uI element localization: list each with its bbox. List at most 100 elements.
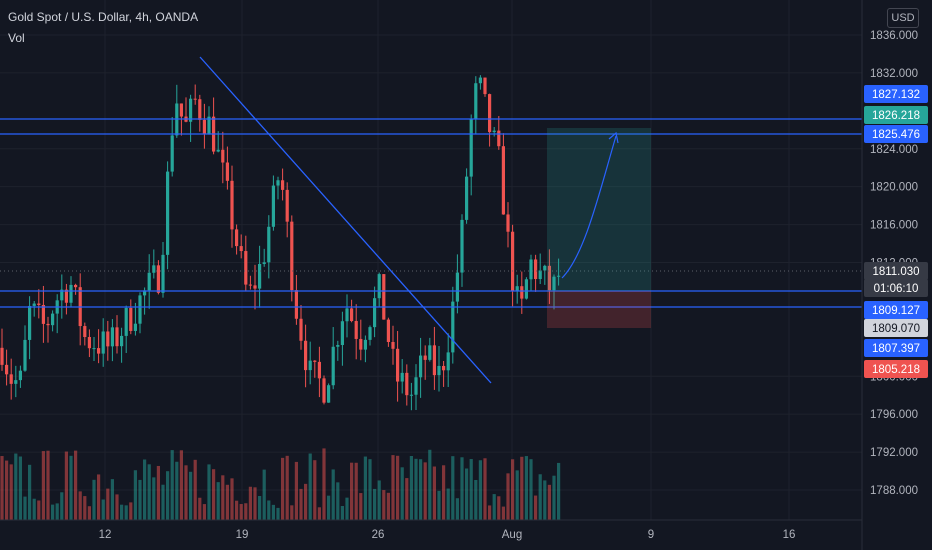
candle-body [317,361,321,379]
candle-body [524,279,528,299]
volume-bar [543,480,547,520]
volume-bar [340,506,344,520]
volume-bar [239,504,243,520]
candle-body [285,189,289,222]
price-tick-label: 1832.000 [870,68,918,80]
candle-body [428,345,432,360]
candle-body [294,290,298,319]
candle-body [133,323,137,331]
candle-body [271,185,275,227]
candle-body [23,339,27,371]
volume-bar [492,494,496,520]
candle-body [235,229,239,247]
candle-body [469,119,473,177]
candle-body [313,360,317,362]
volume-bar [285,455,289,520]
volume-bar [46,450,50,520]
price-label-tag [864,85,928,103]
price-tick-label: 1788.000 [870,485,918,497]
candle-body [336,345,340,347]
candle-body [74,284,78,288]
volume-bar [267,500,271,520]
date-tick-label: 12 [99,529,112,541]
volume-bar [354,462,358,520]
volume-bar [92,479,96,520]
price-label-text: 1809.127 [872,305,920,317]
candle-body [281,180,285,190]
volume-bar [161,484,165,520]
volume-bar [442,465,446,520]
candle-body [32,303,36,306]
candle-body [0,347,4,365]
candle-body [437,365,441,376]
price-tick-label: 1796.000 [870,409,918,421]
candle-body [92,348,96,350]
candle-body [534,259,538,280]
candle-body [115,327,119,347]
volume-bar [230,478,234,520]
candle-body [511,231,515,292]
volume-bar [248,486,252,520]
price-label-text: 1827.132 [872,89,920,101]
candle-body [230,180,234,230]
volume-bar [106,488,110,520]
candle-body [382,274,386,320]
candle-body [276,180,280,186]
volume-indicator-label[interactable]: Vol [8,31,25,45]
volume-bar [124,505,128,520]
date-tick-label: 26 [372,529,385,541]
volume-bar [437,490,441,520]
volume-bar [184,465,188,520]
symbol-title[interactable]: Gold Spot / U.S. Dollar, 4h, OANDA [8,10,199,24]
volume-bar [41,451,45,520]
candle-body [138,295,142,324]
volume-bar [419,459,423,520]
candle-body [28,305,32,340]
volume-bar [138,479,142,520]
price-label-text: 1809.070 [872,323,920,335]
candle-body [552,276,556,291]
volume-bar [5,460,9,520]
volume-bar [515,470,519,520]
candle-body [331,346,335,386]
price-label-text: 1807.397 [872,343,920,355]
volume-bar [133,470,137,520]
candle-body [396,348,400,382]
volume-bar [511,459,515,520]
volume-bar [198,497,202,520]
candle-body [290,221,294,291]
candle-body [488,94,492,133]
volume-bar [166,471,170,520]
candle-body [520,286,524,299]
volume-bar [97,474,101,520]
volume-bar [170,450,174,520]
candle-body [124,307,128,336]
price-label-text: 1805.218 [872,364,920,376]
candle-body [60,289,64,301]
volume-bar [520,456,524,520]
candle-body [506,214,510,232]
candle-body [46,323,50,326]
volume-bar [69,455,73,520]
candle-body [304,340,308,371]
candle-body [354,321,358,339]
candle-body [64,289,68,303]
volume-bar [469,459,473,520]
candle-body [202,119,206,135]
price-label-tag [864,319,928,337]
position-loss-zone [547,291,651,328]
volume-bar [202,504,206,520]
candle-body [207,116,211,135]
price-label-tag [864,339,928,357]
volume-bar [87,506,91,520]
volume-bar [409,455,413,520]
currency-button[interactable]: USD [887,8,919,28]
volume-bar [281,457,285,520]
volume-bar [423,462,427,520]
candle-body [538,270,542,280]
volume-bar [350,462,354,520]
position-profit-zone [547,128,651,291]
candle-body [83,326,87,338]
